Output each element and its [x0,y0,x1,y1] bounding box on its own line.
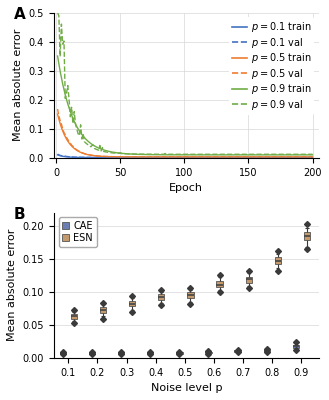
Bar [147,352,153,354]
Bar [264,350,270,351]
Bar [176,352,183,354]
Legend: CAE, ESN: CAE, ESN [59,218,97,247]
Bar [293,344,299,348]
Y-axis label: Mean absolute error: Mean absolute error [7,229,17,341]
X-axis label: Noise level p: Noise level p [151,383,222,393]
Text: A: A [14,7,26,22]
Bar [187,292,194,298]
Bar [89,352,95,354]
Bar [100,307,106,313]
Bar [205,352,212,353]
Bar [60,352,66,354]
Bar [235,350,241,352]
Bar [245,276,252,282]
X-axis label: Epoch: Epoch [169,183,203,193]
Text: B: B [14,207,26,222]
Y-axis label: Mean absolute error: Mean absolute error [13,29,23,141]
Bar [129,301,135,306]
Bar [275,258,281,264]
Bar [304,232,310,240]
Legend: $p = 0.1$ train, $p = 0.1$ val, $p = 0.5$ train, $p = 0.5$ val, $p = 0.9$ train,: $p = 0.1$ train, $p = 0.1$ val, $p = 0.5… [229,18,314,114]
Bar [118,352,124,354]
Bar [158,294,164,300]
Bar [216,281,223,287]
Bar [71,314,77,319]
